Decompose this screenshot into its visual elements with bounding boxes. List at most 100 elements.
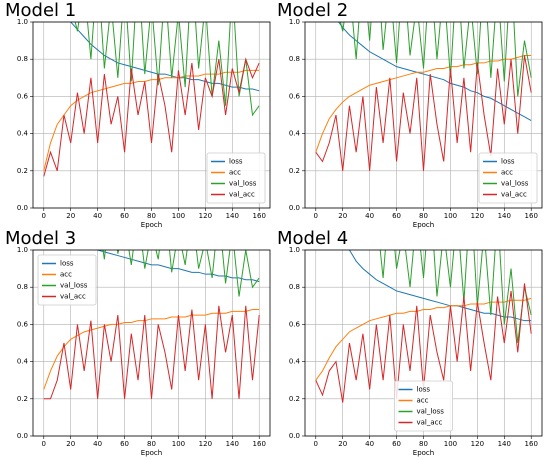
chart-title: Model 3 [5, 228, 76, 249]
y-tick-label: 0.2 [17, 167, 28, 175]
x-tick-label: 100 [444, 212, 457, 220]
legend-box [394, 380, 453, 432]
legend-label: val_acc [229, 191, 255, 199]
chart-title: Model 2 [277, 0, 348, 21]
x-tick-label: 140 [226, 440, 239, 448]
legend-label: val_loss [60, 282, 88, 290]
plot-area [315, 22, 532, 171]
legend-label: val_acc [501, 191, 527, 199]
y-tick-label: 0.8 [289, 283, 300, 291]
y-tick-label: 0.0 [17, 432, 28, 440]
legend-box [206, 152, 266, 204]
x-axis-label: Epoch [413, 221, 434, 229]
x-tick-label: 0 [42, 212, 46, 220]
y-tick-label: 0.6 [289, 320, 301, 328]
series-line [43, 57, 260, 177]
axes-frame [304, 249, 543, 437]
series-line [96, 250, 260, 283]
x-tick-label: 120 [199, 440, 212, 448]
y-tick-label: 1.0 [17, 246, 28, 254]
x-tick-label: 160 [253, 212, 266, 220]
x-tick-label: 40 [365, 212, 374, 220]
legend: loss acc val_loss val_acc [478, 152, 538, 204]
x-axis-label: Epoch [413, 449, 434, 457]
legend-label: val_acc [60, 293, 86, 301]
x-tick-label: 160 [525, 212, 538, 220]
axes-frame [32, 249, 271, 437]
subplot: Model 1 0 20 40 60 80 100 120 140 160 0.0 0.2 0.4 0.6… [5, 0, 271, 229]
y-tick-label: 0.6 [17, 92, 29, 100]
y-tick-label: 0.2 [289, 167, 300, 175]
plot-area [43, 250, 260, 400]
legend-label: acc [60, 271, 72, 279]
y-tick-label: 0.4 [17, 130, 29, 138]
x-tick-label: 100 [172, 440, 185, 448]
series-line [90, 250, 260, 297]
legend-label: acc [417, 397, 429, 405]
y-tick-label: 0.6 [17, 320, 29, 328]
y-tick-label: 1.0 [289, 18, 300, 26]
legend-box [478, 152, 538, 204]
series-line [369, 250, 532, 344]
plot-area [43, 22, 260, 177]
series-line [315, 55, 532, 171]
x-tick-label: 0 [314, 440, 318, 448]
series-line [348, 250, 532, 322]
y-tick-label: 0.0 [17, 204, 28, 212]
legend-label: loss [60, 260, 74, 268]
legend-label: acc [501, 169, 513, 177]
x-tick-label: 60 [120, 212, 129, 220]
x-tick-label: 20 [338, 440, 347, 448]
y-tick-label: 0.4 [289, 358, 301, 366]
y-tick-label: 1.0 [289, 246, 300, 254]
legend-label: val_loss [229, 180, 257, 188]
legend-label: loss [229, 158, 243, 166]
x-tick-label: 140 [498, 212, 511, 220]
chart-title: Model 4 [277, 228, 348, 249]
series-line [43, 309, 260, 390]
legend-box [37, 254, 97, 306]
series-line [315, 297, 532, 381]
x-tick-label: 40 [93, 212, 102, 220]
x-tick-label: 80 [147, 212, 156, 220]
y-tick-label: 0.0 [289, 432, 300, 440]
x-tick-label: 60 [392, 440, 401, 448]
x-tick-label: 160 [253, 440, 266, 448]
x-tick-label: 100 [444, 440, 457, 448]
y-tick-label: 0.2 [17, 395, 28, 403]
series-line [339, 22, 532, 97]
legend: loss acc val_loss val_acc [37, 254, 97, 306]
x-tick-label: 120 [471, 440, 484, 448]
y-tick-label: 0.4 [289, 130, 301, 138]
y-tick-label: 0.8 [17, 283, 28, 291]
subplot: Model 3 0 20 40 60 80 100 120 140 160 0.0 0.2 0.4 0.6… [5, 228, 271, 457]
axes-frame [304, 21, 543, 209]
y-tick-label: 0.6 [289, 92, 301, 100]
legend-label: val_loss [417, 408, 445, 416]
x-tick-label: 0 [42, 440, 46, 448]
x-tick-label: 80 [419, 212, 428, 220]
series-line [43, 69, 260, 171]
y-tick-label: 0.2 [289, 395, 300, 403]
x-tick-label: 80 [147, 440, 156, 448]
legend-label: acc [229, 169, 241, 177]
x-tick-label: 60 [392, 212, 401, 220]
subplot: Model 4 0 20 40 60 80 100 120 140 160 0.0 0.2 0.4 0.6… [277, 228, 543, 457]
x-tick-label: 60 [120, 440, 129, 448]
x-tick-label: 140 [226, 212, 239, 220]
x-tick-label: 160 [525, 440, 538, 448]
legend: loss acc val_loss val_acc [394, 380, 453, 432]
x-tick-label: 120 [471, 212, 484, 220]
x-tick-label: 140 [498, 440, 511, 448]
x-tick-label: 100 [172, 212, 185, 220]
y-tick-label: 0.8 [17, 55, 28, 63]
subplot: Model 2 0 20 40 60 80 100 120 140 160 0.0 0.2 0.4 0.6… [277, 0, 543, 229]
x-axis-label: Epoch [141, 449, 162, 457]
y-tick-label: 0.4 [17, 358, 29, 366]
x-tick-label: 0 [314, 212, 318, 220]
y-tick-label: 0.0 [289, 204, 300, 212]
legend-label: val_acc [417, 419, 443, 427]
legend-label: loss [417, 386, 431, 394]
x-tick-label: 20 [66, 212, 75, 220]
